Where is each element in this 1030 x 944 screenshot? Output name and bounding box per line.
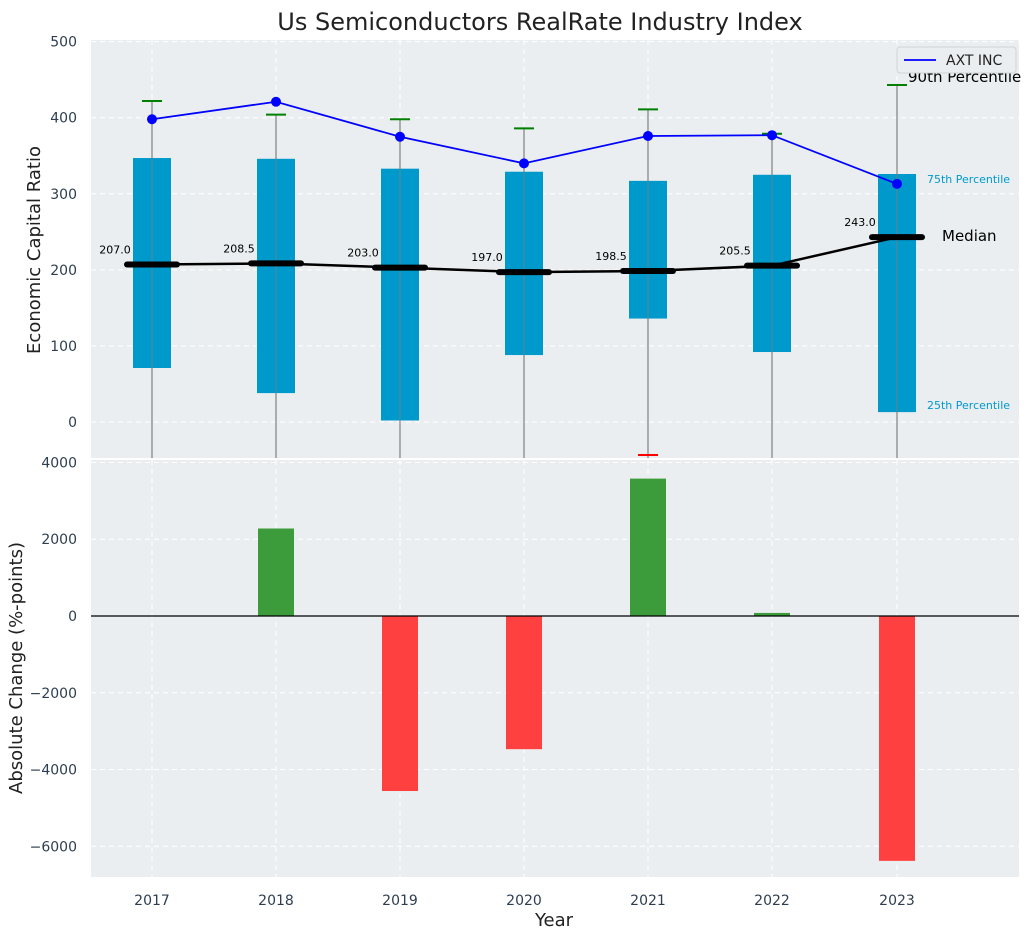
bottom-y-tick-label: 4000 [41,455,77,471]
x-tick-label: 2021 [630,893,666,909]
change-bar [506,616,542,750]
top-y-tick-label: 500 [50,35,77,51]
median-value-label: 197.0 [471,251,503,264]
median-value-label: 205.5 [719,245,751,258]
bottom-y-tick-label: −4000 [30,763,77,779]
bottom-y-axis-label: Absolute Change (%-points) [6,542,27,794]
p25-annotation: 25th Percentile [927,399,1010,412]
series-point [519,158,529,169]
median-value-label: 208.5 [223,242,255,255]
change-bar [630,478,666,616]
top-y-tick-label: 300 [50,187,77,203]
x-tick-label: 2019 [382,893,418,909]
legend: AXT INC [896,46,1017,74]
bottom-plot-background [91,460,1019,877]
median-value-label: 203.0 [347,247,379,260]
series-point [767,130,777,141]
x-tick-label: 2023 [879,893,915,909]
series-point [147,114,157,125]
series-point [395,131,405,142]
change-bar [879,616,915,861]
bottom-y-tick-label: 0 [68,609,77,625]
x-tick-label: 2018 [258,893,294,909]
top-y-tick-label: 100 [50,339,77,355]
change-bar [258,528,294,616]
bottom-y-tick-label: −2000 [30,686,77,702]
change-bar [382,616,418,792]
p75-annotation: 75th Percentile [927,173,1010,186]
x-tick-label: 2020 [506,893,542,909]
x-tick-label: 2022 [754,893,790,909]
series-point [643,130,653,141]
median-value-label: 207.0 [99,244,131,257]
top-y-tick-label: 0 [68,415,77,431]
median-annotation: Median [942,227,997,245]
plot-layer: 0 100 200 300 400 500 −6000 −4000 −2000 0 2000 4000… [30,35,1022,909]
bottom-y-tick-label: −6000 [30,839,77,855]
legend-box [896,46,1017,74]
series-point [892,178,902,189]
top-plot-background [91,40,1019,458]
median-value-label: 198.5 [595,250,627,263]
change-bar [754,612,790,616]
x-axis-label: Year [534,910,574,931]
top-y-tick-label: 200 [50,263,77,279]
top-y-tick-label: 400 [50,111,77,127]
series-point [271,96,281,107]
median-value-label: 243.0 [844,216,876,229]
bottom-y-tick-label: 2000 [41,532,77,548]
x-tick-label: 2017 [134,893,170,909]
legend-label: AXT INC [946,53,1003,69]
chart-title: Us Semiconductors RealRate Industry Inde… [277,8,802,36]
top-y-axis-label: Economic Capital Ratio [24,146,45,354]
